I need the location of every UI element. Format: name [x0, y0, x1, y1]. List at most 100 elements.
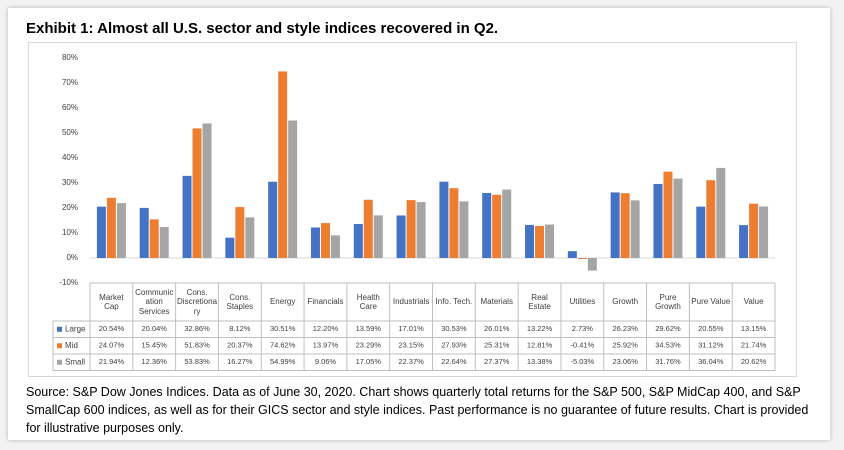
- bar: [353, 224, 363, 258]
- y-tick-label: 80%: [62, 53, 78, 62]
- bar: [439, 181, 449, 258]
- data-label: 17.01%: [398, 324, 424, 333]
- y-tick-label: 50%: [62, 128, 78, 137]
- bar: [278, 71, 288, 258]
- category-cell: Industrials: [392, 297, 430, 307]
- data-label: 51.83%: [184, 341, 210, 350]
- data-label: 53.83%: [184, 357, 210, 366]
- x-tick-label: Industrials: [392, 297, 430, 307]
- legend-swatch: [57, 359, 62, 365]
- data-label: 20.55%: [698, 324, 724, 333]
- x-tick-label: Financials: [307, 297, 344, 307]
- data-label: 36.04%: [698, 357, 724, 366]
- bar: [630, 200, 640, 258]
- data-label: 34.53%: [655, 341, 681, 350]
- x-tick-label: Cons. Discretionary: [177, 287, 218, 316]
- bar: [749, 203, 759, 258]
- bar: [567, 251, 577, 258]
- category-cell: Cons. Discretionary: [177, 287, 218, 316]
- data-label: 29.62%: [655, 324, 681, 333]
- bar: [116, 203, 126, 258]
- bar: [663, 171, 673, 258]
- bar: [310, 227, 320, 258]
- legend-swatch: [57, 326, 62, 332]
- bar: [159, 227, 169, 258]
- bar: [182, 175, 192, 258]
- x-tick-label: Materials: [480, 297, 513, 307]
- bar: [673, 178, 683, 258]
- legend-swatch: [57, 343, 62, 349]
- data-label: 20.54%: [99, 324, 125, 333]
- bar: [449, 188, 459, 258]
- x-tick-label: Health Care: [356, 292, 380, 312]
- bar: [235, 207, 245, 258]
- data-label: 31.76%: [655, 357, 681, 366]
- bar: [225, 237, 235, 258]
- bar: [459, 201, 469, 258]
- data-label: 13.15%: [741, 324, 767, 333]
- bar: [610, 192, 620, 258]
- bar: [492, 194, 502, 258]
- y-tick-label: 0%: [66, 253, 78, 262]
- category-cell: Energy: [269, 297, 296, 307]
- legend-label: Large: [65, 324, 86, 333]
- data-label: -0.41%: [570, 341, 594, 350]
- data-label: 13.59%: [356, 324, 382, 333]
- bar: [545, 224, 555, 258]
- bar: [268, 181, 278, 258]
- data-label: 54.99%: [270, 357, 296, 366]
- category-cell: Value: [743, 297, 764, 307]
- data-label: -5.03%: [570, 357, 594, 366]
- bar: [406, 200, 416, 258]
- data-label: 20.62%: [741, 357, 767, 366]
- category-cell: Cons. Staples: [227, 293, 254, 312]
- y-tick-label: 20%: [62, 203, 78, 212]
- bar: [202, 123, 212, 258]
- category-cell: Growth: [612, 297, 638, 306]
- data-label: 21.74%: [741, 341, 767, 350]
- bar: [653, 183, 663, 258]
- data-label: 74.62%: [270, 341, 296, 350]
- x-tick-label: Value: [743, 297, 764, 307]
- category-cell: Pure Value: [691, 297, 730, 306]
- bar: [245, 217, 255, 258]
- chart-frame: [28, 42, 797, 377]
- bar: [587, 258, 597, 271]
- bar: [363, 199, 373, 258]
- x-tick-label: Utilities: [569, 297, 596, 307]
- category-cell: Utilities: [569, 297, 596, 307]
- x-tick-label: Info. Tech.: [435, 297, 473, 307]
- bar: [96, 206, 106, 258]
- bar: [373, 215, 383, 258]
- data-label: 27.37%: [484, 357, 510, 366]
- data-label: 13.22%: [527, 324, 553, 333]
- data-label: 27.93%: [441, 341, 467, 350]
- chart-title: Exhibit 1: Almost all U.S. sector and st…: [26, 20, 499, 37]
- x-tick-label: Communication Services: [135, 287, 174, 316]
- x-tick-label: Real Estate: [528, 292, 551, 312]
- data-label: 21.94%: [99, 357, 125, 366]
- data-label: 8.12%: [229, 324, 251, 333]
- bar: [149, 219, 159, 258]
- category-cell: Info. Tech.: [435, 297, 473, 307]
- data-label: 31.12%: [698, 341, 724, 350]
- x-tick-label: Energy: [269, 297, 296, 307]
- category-cell: Communication Services: [135, 287, 174, 316]
- data-label: 25.31%: [484, 341, 510, 350]
- bar: [716, 167, 726, 258]
- bar: [330, 235, 340, 258]
- data-label: 13.38%: [527, 357, 553, 366]
- bar: [416, 202, 426, 258]
- x-tick-label: Market Cap: [99, 292, 124, 312]
- bar: [706, 180, 716, 258]
- data-label: 23.15%: [398, 341, 424, 350]
- bar: [396, 215, 406, 258]
- data-label: 25.92%: [612, 341, 638, 350]
- data-label: 20.37%: [227, 341, 253, 350]
- data-label: 32.86%: [184, 324, 210, 333]
- y-tick-label: -10%: [59, 278, 78, 287]
- data-label: 17.05%: [356, 357, 382, 366]
- data-label: 30.51%: [270, 324, 296, 333]
- bar: [577, 258, 587, 260]
